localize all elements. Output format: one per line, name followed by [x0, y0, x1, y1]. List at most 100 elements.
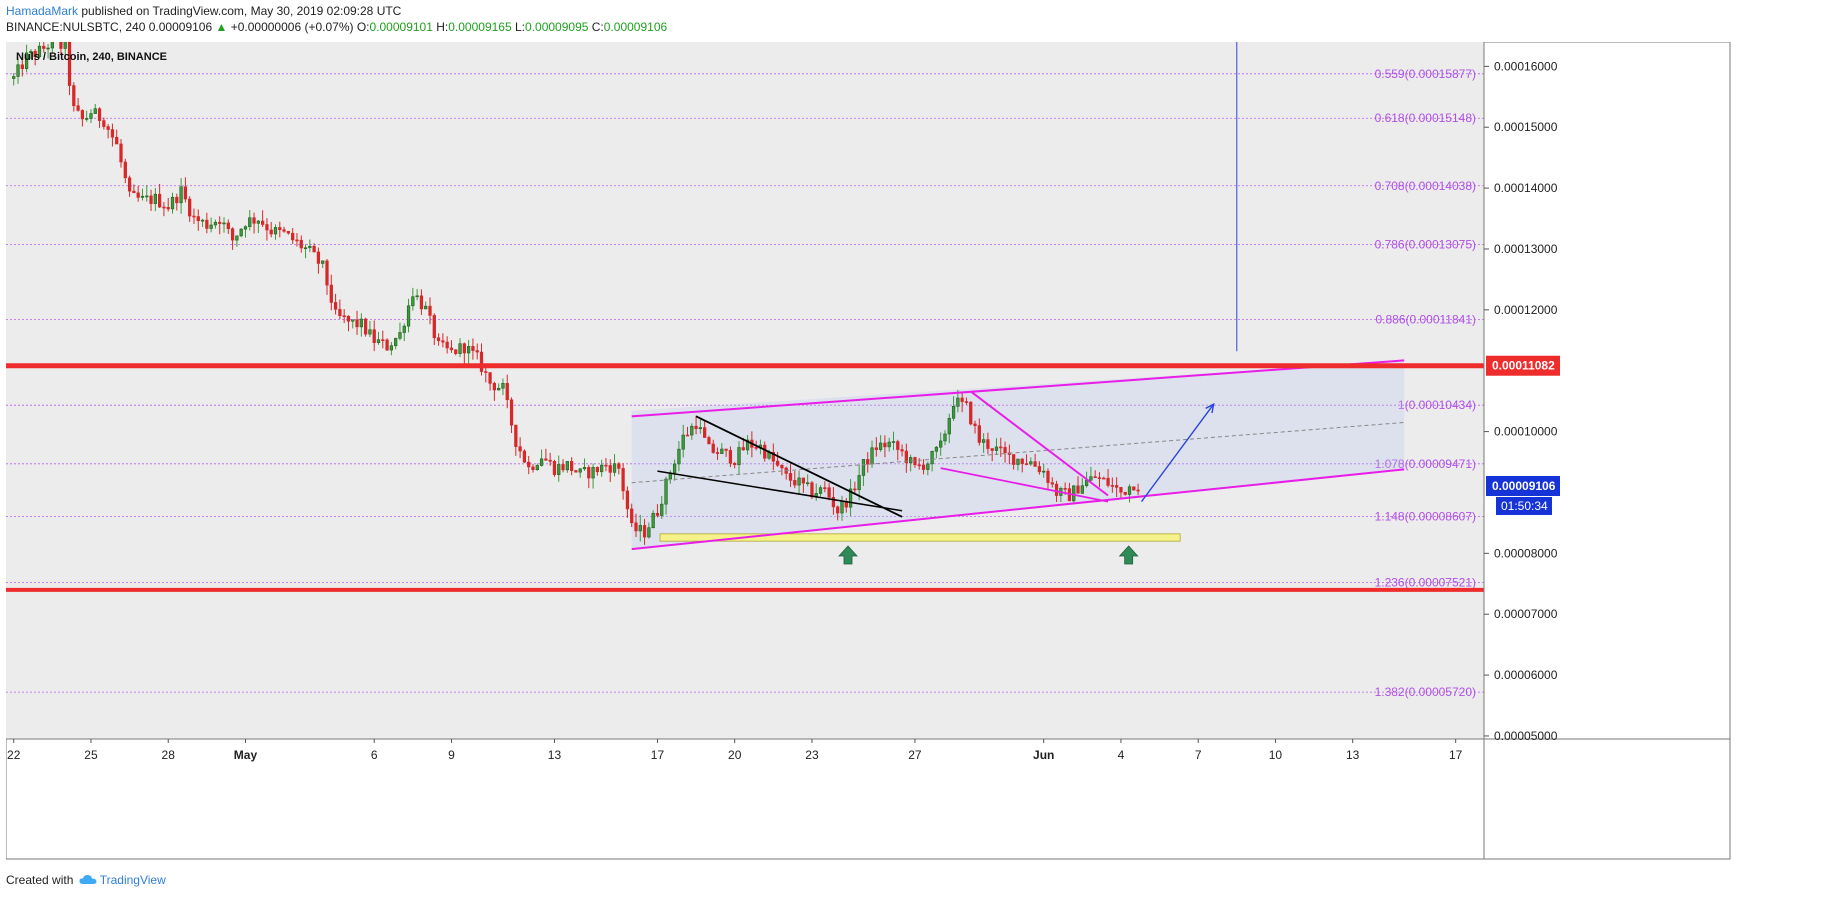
- plot-area[interactable]: 0.559(0.00015877) 0.618(0.00015148) 0.708(…: [6, 42, 1484, 739]
- countdown-label: 01:50:34: [1501, 499, 1548, 513]
- candle-body: [878, 442, 883, 450]
- candle-body: [561, 464, 565, 471]
- candle-body: [861, 459, 866, 476]
- candle-body: [218, 221, 222, 224]
- candle-body: [265, 224, 269, 231]
- candle-body: [548, 459, 552, 462]
- price-tick-label: 0.00006000: [1494, 668, 1558, 682]
- candle-body: [604, 464, 608, 467]
- candle-body: [72, 85, 76, 107]
- candle-body: [37, 45, 42, 58]
- candle-body: [1024, 463, 1029, 465]
- candle-body: [46, 47, 50, 50]
- candle-body: [909, 457, 913, 464]
- price-chart[interactable]: 0.559(0.00015877) 0.618(0.00015148) 0.708(…: [6, 42, 1732, 861]
- candle-body: [780, 465, 784, 469]
- candle-body: [1072, 485, 1076, 502]
- candle-body: [342, 315, 346, 317]
- resistance-price-tag: [1486, 355, 1560, 376]
- tradingview-link[interactable]: TradingView: [99, 873, 166, 887]
- candle-body: [158, 193, 162, 208]
- candle-body: [672, 463, 677, 474]
- time-tick-label: 13: [548, 748, 562, 762]
- candle-body: [848, 488, 853, 508]
- fib-level-label: 0.886(0.00011841): [1375, 313, 1476, 327]
- candle-body: [866, 459, 870, 465]
- price-tick-label: 0.00015000: [1494, 120, 1558, 134]
- candle-body: [501, 382, 505, 389]
- channel-mid-line: [631, 421, 1405, 484]
- candle-body: [333, 302, 338, 310]
- candle-body: [1110, 485, 1114, 487]
- candle-body: [660, 503, 664, 516]
- candle-body: [960, 397, 964, 402]
- candle-body: [986, 439, 990, 449]
- candle-body: [999, 446, 1003, 449]
- candle-body: [1003, 447, 1007, 454]
- candle-body: [97, 108, 102, 121]
- candle-body: [527, 461, 531, 468]
- time-tick-label: May: [234, 748, 258, 762]
- candle-body: [230, 228, 235, 241]
- candle-body: [617, 463, 621, 469]
- candle-body: [522, 450, 527, 463]
- candle-body: [883, 442, 887, 448]
- candle-body: [355, 319, 359, 328]
- candle-body: [956, 397, 960, 407]
- candle-body: [428, 305, 432, 316]
- candle-body: [273, 227, 278, 235]
- author-link[interactable]: HamadaMark: [6, 4, 79, 18]
- candle-body: [196, 216, 200, 222]
- candle-body: [647, 527, 651, 538]
- price-change: +0.00000006 (+0.07%): [230, 20, 354, 34]
- candle-body: [969, 401, 973, 425]
- candle-body: [793, 480, 797, 486]
- fib-level-label: 0.708(0.00014038): [1375, 179, 1476, 193]
- candle-body: [140, 195, 145, 198]
- channel-lower-line: [631, 468, 1405, 551]
- candle-body: [67, 42, 72, 86]
- open-value: 0.00009101: [369, 20, 433, 34]
- candle-body: [715, 452, 720, 454]
- footer: Created with TradingView: [6, 871, 166, 889]
- candle-body: [50, 42, 54, 49]
- candle-body: [115, 136, 119, 145]
- candle-body: [943, 433, 947, 442]
- candle-body: [381, 339, 385, 341]
- candle-body: [1132, 486, 1136, 491]
- candle-body: [175, 196, 179, 204]
- channel-upper-line: [631, 359, 1405, 418]
- candle-body: [424, 305, 428, 310]
- candle-body: [638, 525, 642, 532]
- time-tick-label: 4: [1118, 748, 1125, 762]
- candle-body: [934, 446, 939, 452]
- candle-body: [1033, 461, 1037, 467]
- candle-body: [840, 500, 844, 514]
- published-text: published on TradingView.com, May 30, 20…: [81, 4, 402, 18]
- open-label: O:: [356, 20, 370, 34]
- candle-body: [282, 229, 286, 232]
- candle-body: [921, 464, 926, 470]
- candle-body: [737, 447, 741, 466]
- candle-body: [484, 371, 488, 373]
- candle-body: [183, 186, 188, 200]
- time-tick-label: 28: [162, 748, 176, 762]
- up-arrow-marker-icon: [838, 545, 858, 565]
- time-tick-label: 17: [651, 748, 665, 762]
- candle-body: [900, 449, 904, 452]
- candle-body: [1136, 489, 1140, 492]
- candle-body: [170, 196, 175, 210]
- candle-body: [24, 52, 29, 70]
- fib-level-label: 0.559(0.00015877): [1375, 67, 1476, 81]
- candle-body: [681, 434, 685, 450]
- candle-body: [1054, 483, 1059, 496]
- candle-body: [887, 441, 891, 448]
- candle-body: [325, 260, 329, 286]
- candle-body: [235, 235, 239, 241]
- candle-body: [16, 64, 20, 77]
- price-tick-label: 0.00013000: [1494, 242, 1558, 256]
- candle-body: [200, 219, 205, 222]
- candle-body: [63, 42, 67, 49]
- candle-body: [557, 464, 561, 475]
- candle-body: [1063, 488, 1067, 490]
